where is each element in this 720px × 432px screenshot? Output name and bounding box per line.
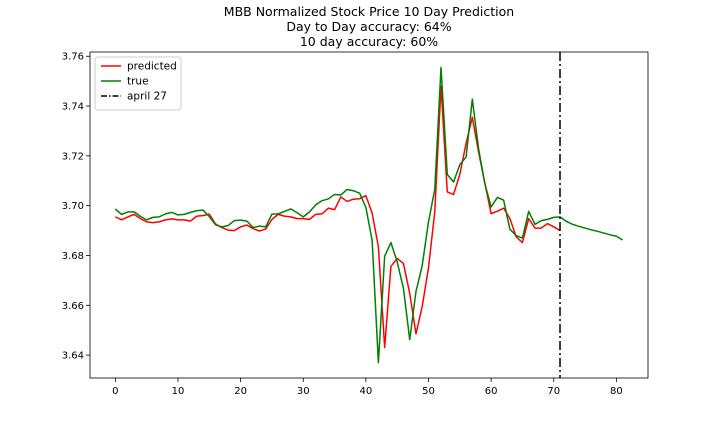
y-tick-label: 3.74 bbox=[62, 102, 84, 113]
x-tick-label: 20 bbox=[234, 386, 247, 397]
chart-title-line-1: MBB Normalized Stock Price 10 Day Predic… bbox=[224, 4, 514, 19]
legend-label-true: true bbox=[127, 76, 149, 88]
series-line-true bbox=[114, 66, 624, 364]
chart-title-line-3: 10 day accuracy: 60% bbox=[300, 34, 438, 49]
x-tick-label: 50 bbox=[422, 386, 435, 397]
legend: predicted true april 27 bbox=[94, 56, 182, 111]
legend-label-april-27: april 27 bbox=[127, 91, 167, 103]
x-tick-label: 70 bbox=[547, 386, 560, 397]
y-tick-label: 3.68 bbox=[62, 251, 84, 262]
x-tick-label: 60 bbox=[485, 386, 498, 397]
y-tick-label: 3.76 bbox=[62, 52, 84, 63]
plot-area: 0 10 20 30 40 50 60 70 80 3.64 3.66 3.68 3.70 3.72 3.7… bbox=[62, 51, 649, 397]
x-tick-label: 0 bbox=[112, 386, 118, 397]
legend-label-predicted: predicted bbox=[127, 61, 177, 73]
x-tick-label: 30 bbox=[297, 386, 310, 397]
x-tick-label: 80 bbox=[610, 386, 623, 397]
x-tick-label: 10 bbox=[172, 386, 185, 397]
y-tick-label: 3.72 bbox=[62, 151, 84, 162]
chart-title-line-2: Day to Day accuracy: 64% bbox=[286, 19, 451, 34]
x-tick-label: 40 bbox=[360, 386, 373, 397]
y-tick-label: 3.66 bbox=[62, 301, 84, 312]
chart-title: MBB Normalized Stock Price 10 Day Predic… bbox=[224, 4, 514, 49]
series-line-predicted bbox=[115, 85, 561, 349]
y-tick-label: 3.64 bbox=[62, 351, 84, 362]
y-tick-label: 3.70 bbox=[62, 201, 84, 212]
axes-frame bbox=[89, 51, 649, 379]
